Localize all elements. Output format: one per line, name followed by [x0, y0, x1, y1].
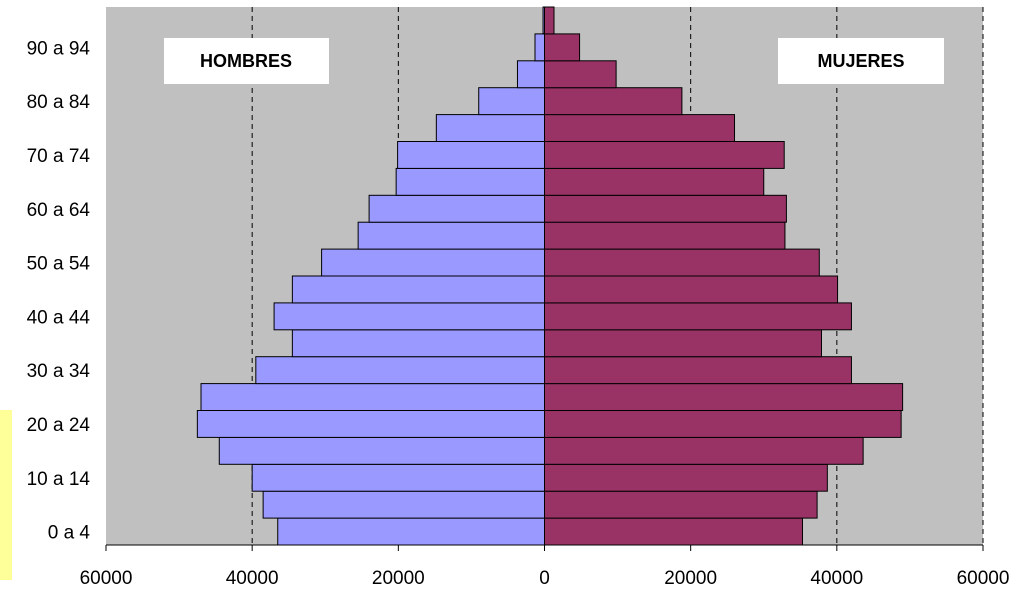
x-tick-labels: 60000 40000 20000 0 20000 40000 60000: [80, 545, 1010, 589]
bar-mujeres: [544, 410, 902, 438]
bar-mujeres: [544, 114, 736, 142]
bar-hombres: [357, 221, 546, 250]
bar-hombres: [321, 248, 545, 277]
legend-mujeres-label: MUJERES: [817, 51, 904, 71]
bar-hombres: [435, 114, 545, 142]
y-tick-label: 20 a 24: [27, 415, 91, 436]
bar-mujeres: [544, 248, 820, 277]
y-tick-label: 60 a 64: [27, 200, 91, 221]
y-tick-label: 80 a 84: [27, 92, 91, 113]
bar-mujeres: [544, 167, 765, 196]
bar-hombres: [273, 302, 545, 331]
bar-mujeres: [544, 275, 839, 304]
bar-mujeres: [544, 221, 786, 250]
bar-hombres: [395, 167, 545, 196]
bar-mujeres: [544, 517, 803, 546]
bars-group: [196, 6, 904, 546]
bar-hombres: [196, 410, 546, 438]
x-tick-label: 40000: [226, 568, 279, 589]
x-tick-label: 20000: [372, 568, 425, 589]
y-tick-label: 0 a 4: [48, 523, 91, 544]
bar-hombres: [291, 275, 545, 304]
bar-mujeres: [544, 141, 785, 169]
bar-mujeres: [544, 383, 904, 412]
y-tick-labels: 0 a 4 10 a 14 20 a 24 30 a 34 40 a 44 50 a 54…: [27, 38, 91, 543]
legend-mujeres: MUJERES: [778, 38, 944, 84]
bar-hombres: [397, 141, 546, 169]
bar-hombres: [534, 33, 545, 62]
bar-hombres: [200, 383, 545, 412]
bar-mujeres: [544, 490, 818, 519]
bar-mujeres: [544, 302, 852, 331]
y-tick-label: 90 a 94: [27, 38, 91, 59]
legend-hombres-label: HOMBRES: [200, 51, 292, 71]
y-tick-label: 30 a 34: [27, 361, 91, 382]
bar-mujeres: [544, 87, 683, 116]
bar-mujeres: [544, 33, 581, 62]
y-tick-label: 50 a 54: [27, 254, 91, 275]
bar-hombres: [478, 87, 546, 116]
bar-hombres: [251, 463, 546, 492]
bar-hombres: [277, 517, 545, 546]
x-tick-label: 40000: [810, 568, 863, 589]
x-tick-label: 20000: [664, 568, 717, 589]
bar-hombres: [291, 329, 545, 358]
bar-mujeres: [544, 463, 828, 492]
bar-mujeres: [544, 6, 555, 35]
yellow-margin-strip: [0, 410, 12, 580]
bar-mujeres: [544, 329, 822, 358]
x-tick-label: 60000: [80, 568, 133, 589]
x-tick-label: 60000: [957, 568, 1010, 589]
legend-mujeres-box: [778, 38, 944, 84]
bar-mujeres: [544, 60, 617, 89]
y-tick-label: 40 a 44: [27, 307, 91, 328]
bar-hombres: [255, 356, 545, 385]
y-tick-label: 70 a 74: [27, 146, 91, 167]
bar-mujeres: [544, 436, 864, 465]
x-tick-label: 0: [539, 568, 550, 589]
bar-hombres: [516, 60, 545, 89]
legend-hombres: HOMBRES: [164, 38, 329, 84]
bar-mujeres: [544, 356, 852, 385]
bar-hombres: [368, 194, 545, 223]
bar-hombres: [262, 490, 545, 519]
bar-mujeres: [544, 194, 787, 223]
bar-hombres: [218, 436, 545, 465]
y-tick-label: 10 a 14: [27, 469, 91, 490]
legend-hombres-box: [164, 38, 329, 84]
